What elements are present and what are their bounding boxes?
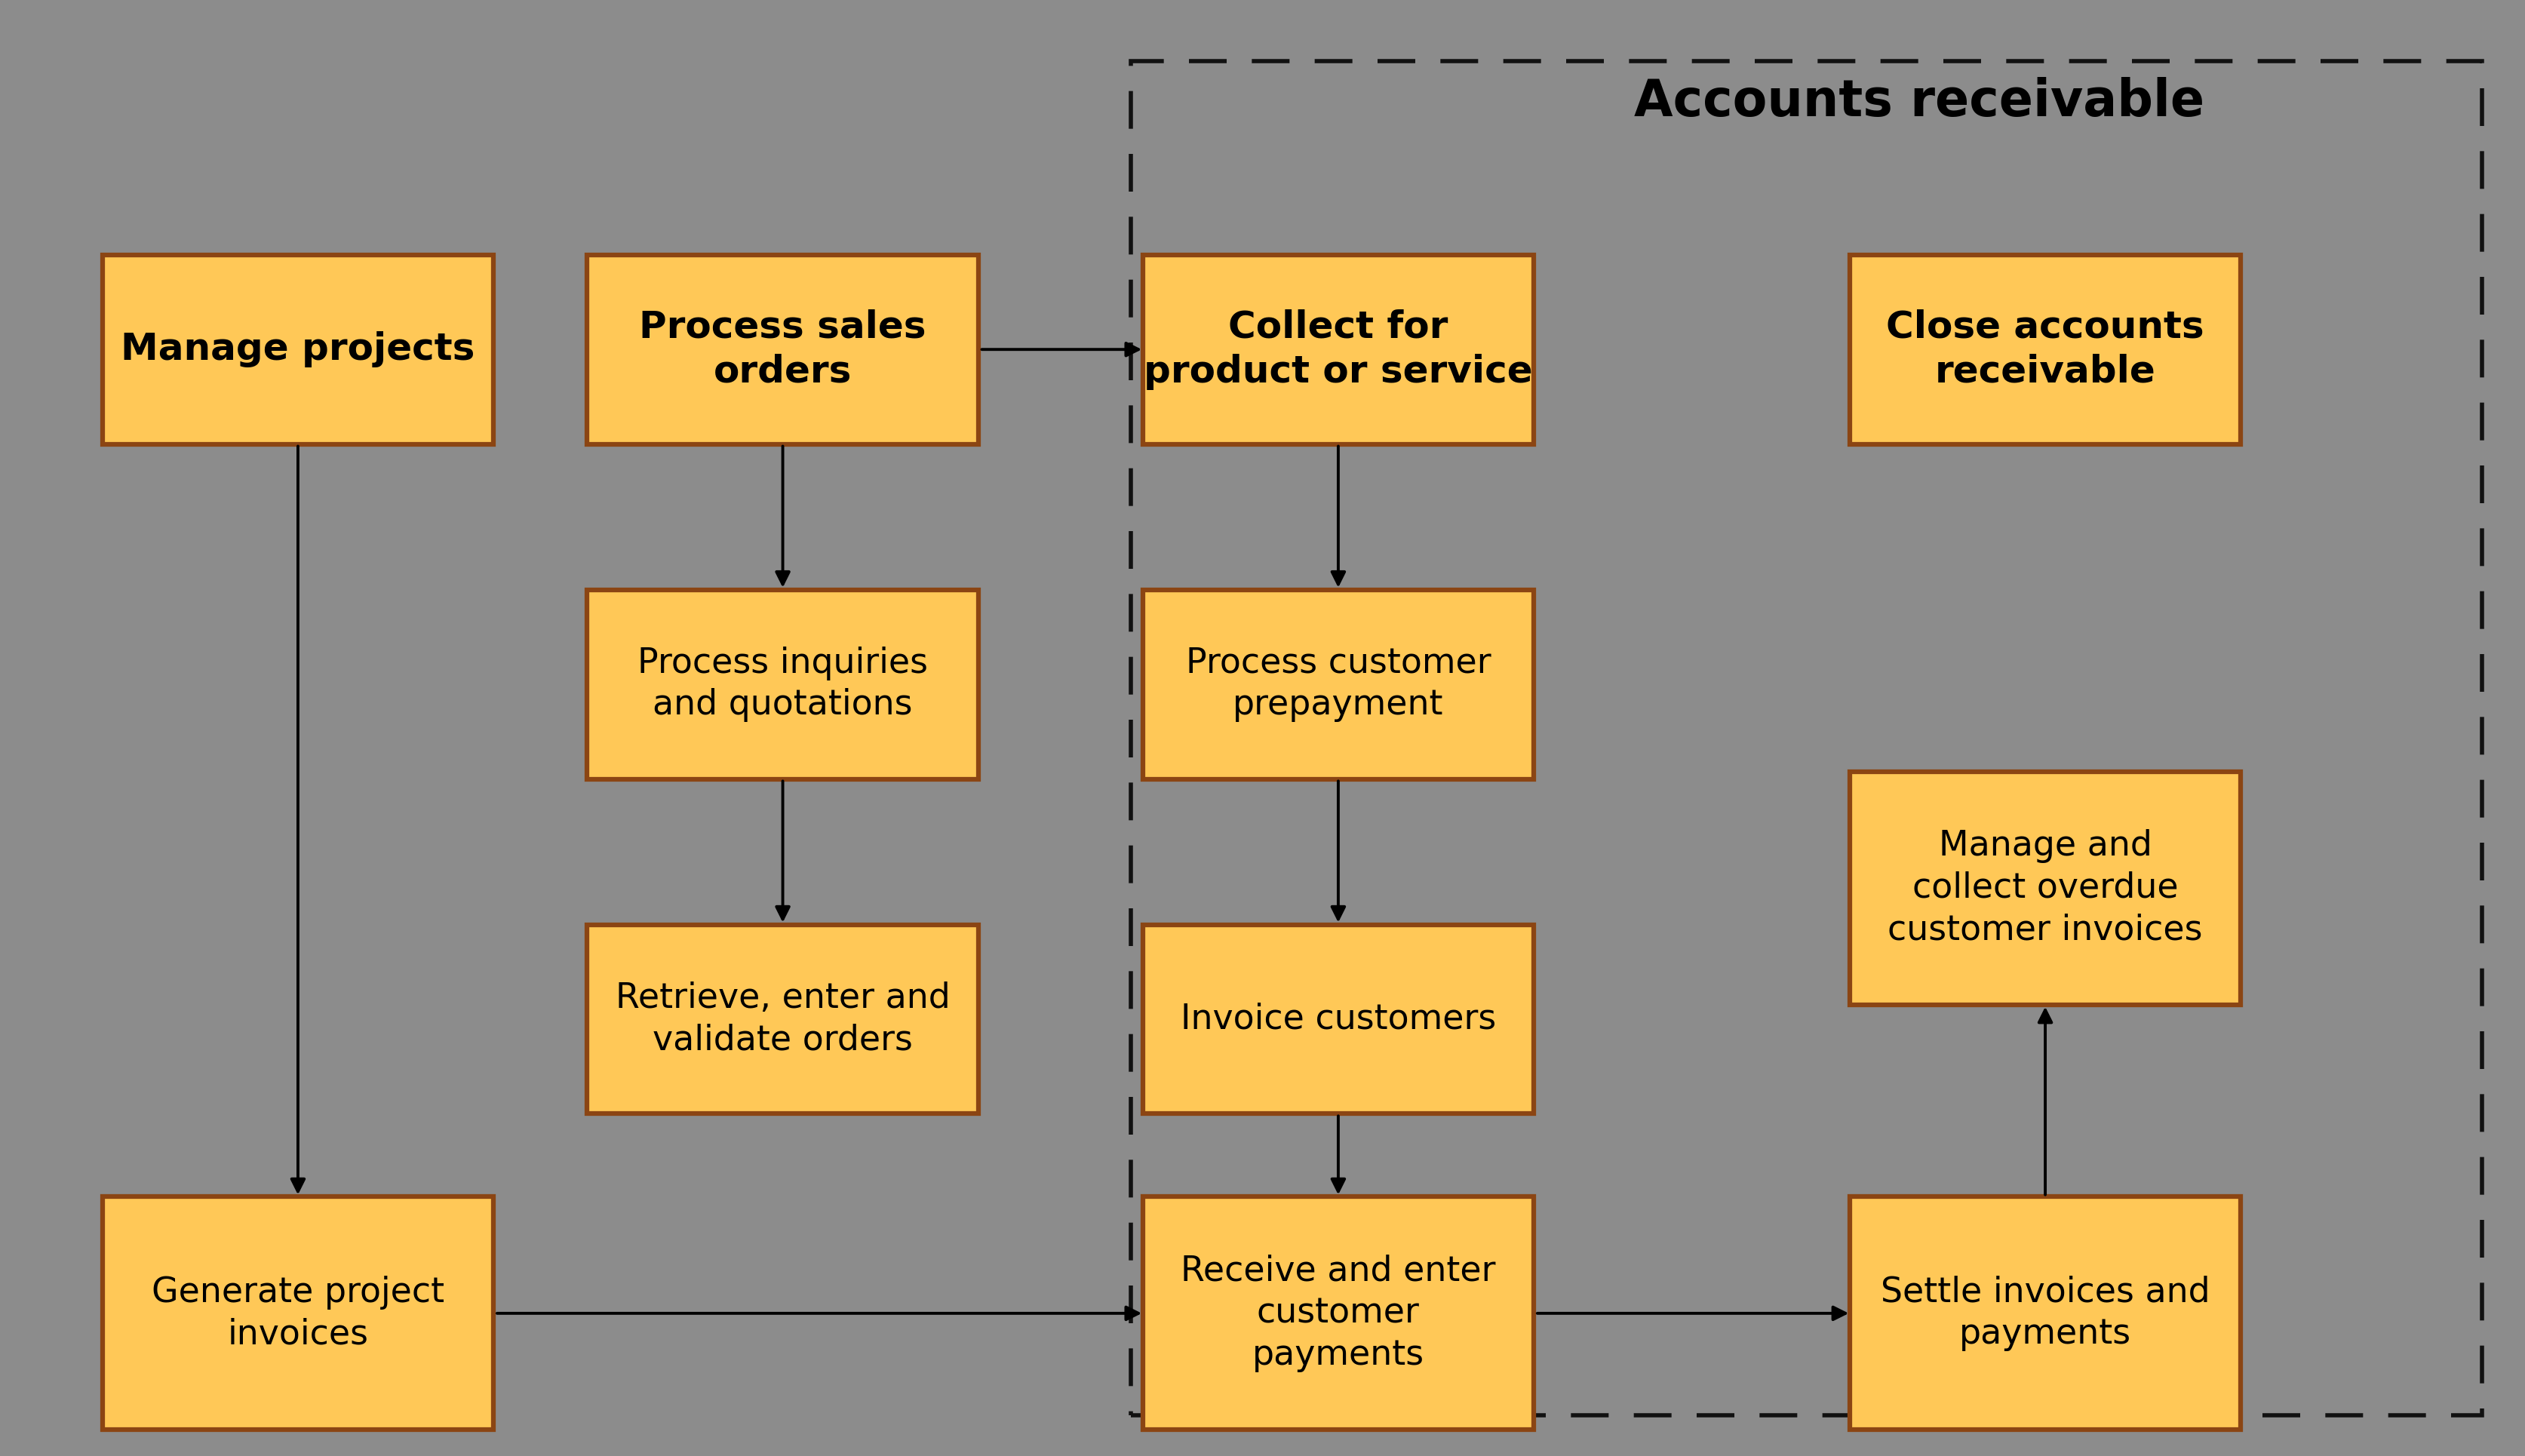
Text: Generate project
invoices: Generate project invoices bbox=[152, 1275, 444, 1351]
FancyBboxPatch shape bbox=[1848, 255, 2242, 444]
Text: Process customer
prepayment: Process customer prepayment bbox=[1187, 646, 1490, 722]
Text: Receive and enter
customer
payments: Receive and enter customer payments bbox=[1182, 1255, 1495, 1372]
FancyBboxPatch shape bbox=[1141, 255, 1535, 444]
FancyBboxPatch shape bbox=[1848, 772, 2242, 1005]
FancyBboxPatch shape bbox=[101, 1197, 495, 1430]
FancyBboxPatch shape bbox=[1141, 925, 1535, 1114]
Text: Collect for
product or service: Collect for product or service bbox=[1144, 309, 1533, 390]
FancyBboxPatch shape bbox=[586, 255, 977, 444]
Text: Manage projects: Manage projects bbox=[121, 332, 475, 367]
Text: Process inquiries
and quotations: Process inquiries and quotations bbox=[636, 646, 929, 722]
Text: Process sales
orders: Process sales orders bbox=[639, 309, 927, 390]
FancyBboxPatch shape bbox=[1141, 590, 1535, 779]
Text: Settle invoices and
payments: Settle invoices and payments bbox=[1881, 1275, 2209, 1351]
FancyBboxPatch shape bbox=[1848, 1197, 2242, 1430]
Text: Manage and
collect overdue
customer invoices: Manage and collect overdue customer invo… bbox=[1889, 830, 2202, 946]
Text: Close accounts
receivable: Close accounts receivable bbox=[1886, 309, 2204, 390]
FancyBboxPatch shape bbox=[586, 925, 977, 1114]
Text: Invoice customers: Invoice customers bbox=[1182, 1002, 1495, 1037]
FancyBboxPatch shape bbox=[586, 590, 977, 779]
Text: Accounts receivable: Accounts receivable bbox=[1634, 77, 2204, 127]
FancyBboxPatch shape bbox=[101, 255, 495, 444]
FancyBboxPatch shape bbox=[1141, 1197, 1535, 1430]
Text: Retrieve, enter and
validate orders: Retrieve, enter and validate orders bbox=[616, 981, 949, 1057]
